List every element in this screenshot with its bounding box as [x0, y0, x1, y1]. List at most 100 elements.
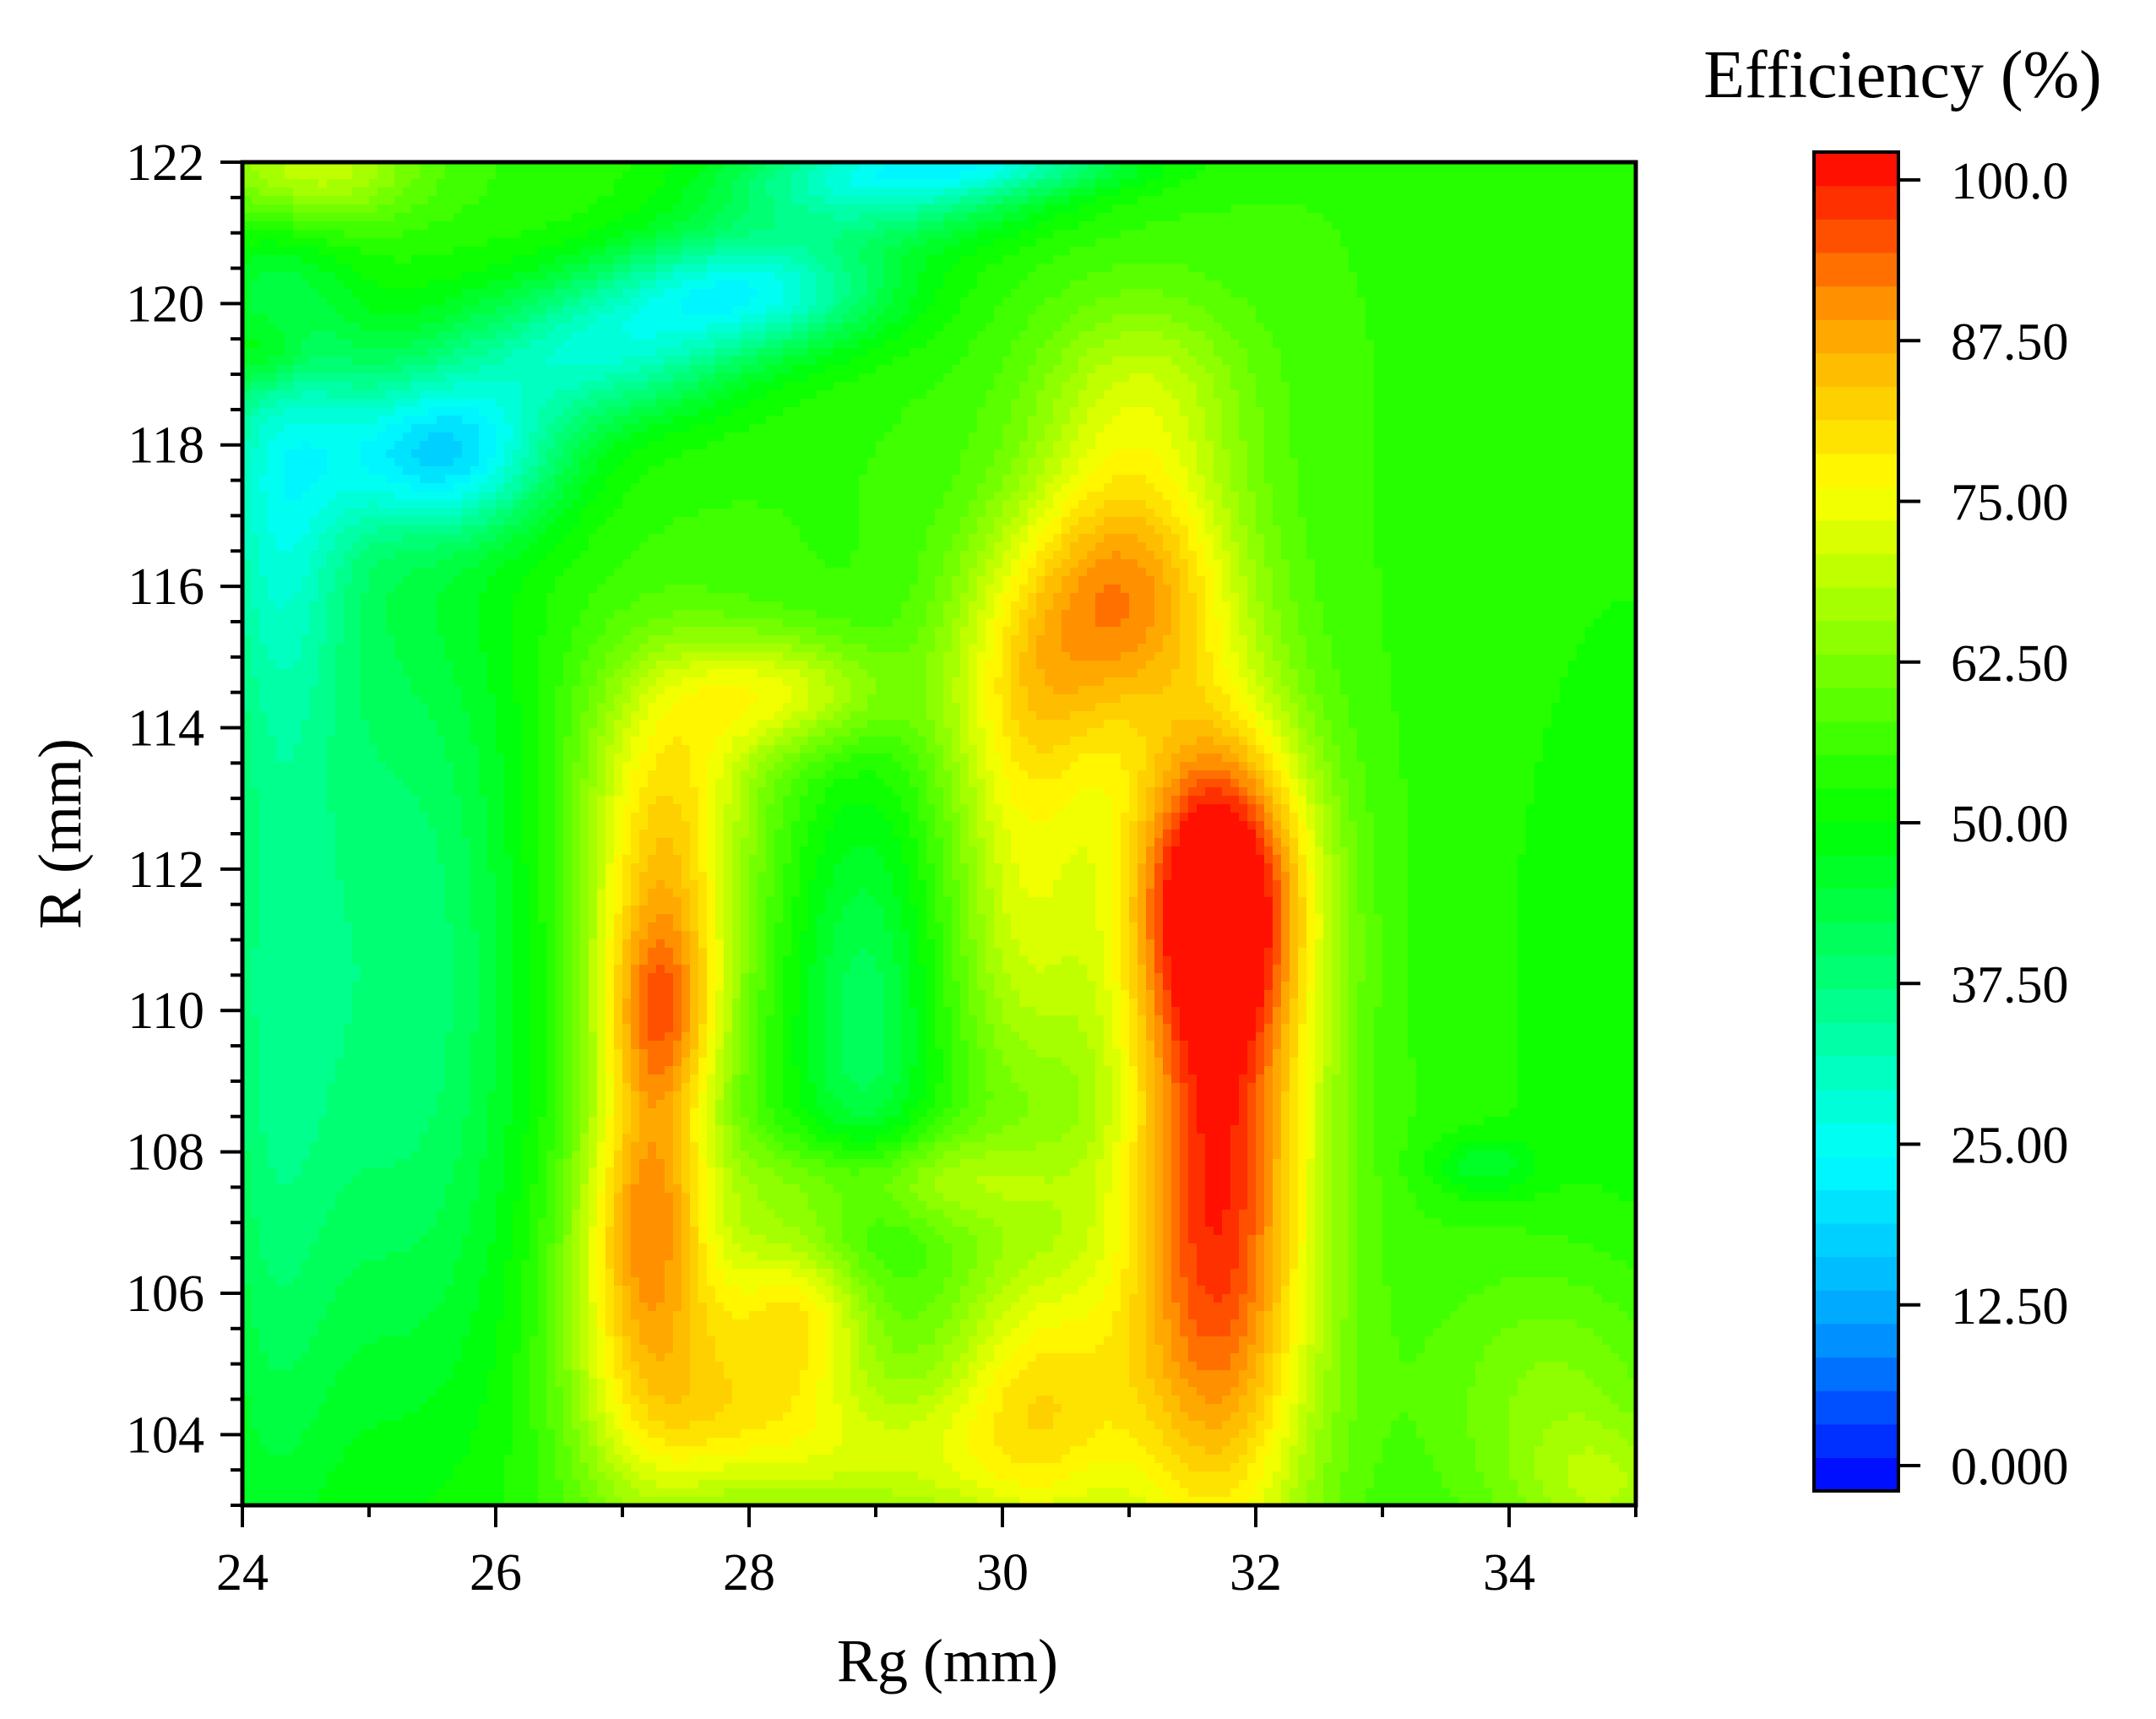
contour-cell	[496, 171, 505, 180]
contour-cell	[428, 356, 437, 366]
contour-cell	[1019, 314, 1029, 324]
contour-cell	[479, 416, 488, 425]
contour-cell	[411, 213, 421, 222]
contour-cell	[1028, 179, 1037, 188]
contour-cell	[1104, 255, 1113, 264]
contour-cell	[1560, 407, 1569, 416]
contour-cell	[369, 382, 378, 391]
contour-cell	[1518, 297, 1527, 307]
contour-cell	[682, 272, 691, 281]
contour-cell	[969, 340, 978, 349]
contour-cell	[1306, 289, 1316, 298]
contour-cell	[960, 238, 969, 248]
contour-cell	[1560, 297, 1569, 307]
contour-cell	[1002, 264, 1012, 273]
contour-cell	[1298, 407, 1307, 416]
contour-cell	[259, 289, 269, 298]
contour-cell	[335, 188, 345, 197]
contour-cell	[1264, 289, 1274, 298]
contour-cell	[428, 331, 437, 340]
contour-cell	[394, 264, 404, 273]
contour-cell	[335, 340, 345, 349]
contour-cell	[1534, 399, 1544, 408]
contour-cell	[1534, 171, 1544, 180]
contour-cell	[1315, 348, 1324, 357]
contour-cell	[1146, 255, 1155, 264]
contour-cell	[606, 289, 615, 298]
contour-cell	[707, 196, 716, 205]
contour-cell	[631, 179, 640, 188]
contour-cell	[1568, 390, 1578, 400]
contour-cell	[1518, 323, 1527, 332]
contour-cell	[631, 382, 640, 391]
contour-cell	[572, 204, 581, 214]
contour-cell	[1214, 399, 1223, 408]
contour-cell	[1315, 340, 1324, 349]
contour-cell	[1053, 399, 1062, 408]
contour-cell	[1078, 196, 1088, 205]
contour-cell	[1188, 399, 1197, 408]
contour-cell	[1416, 348, 1426, 357]
contour-cell	[369, 399, 378, 408]
contour-cell	[487, 416, 497, 425]
contour-cell	[479, 382, 488, 391]
contour-cell	[749, 365, 758, 374]
contour-cell	[1425, 382, 1434, 391]
contour-cell	[1078, 399, 1088, 408]
contour-cell	[1366, 204, 1375, 214]
contour-cell	[1298, 306, 1307, 315]
contour-cell	[1509, 314, 1518, 324]
contour-cell	[859, 264, 868, 273]
contour-cell	[479, 272, 488, 281]
contour-cell	[631, 247, 640, 256]
contour-cell	[259, 373, 269, 383]
contour-cell	[344, 289, 353, 298]
contour-cell	[1095, 314, 1105, 324]
contour-cell	[656, 264, 665, 273]
contour-cell	[1146, 196, 1155, 205]
contour-cell	[1526, 373, 1535, 383]
contour-cell	[1281, 230, 1290, 239]
contour-cell	[1214, 171, 1223, 180]
contour-cell	[445, 348, 454, 357]
contour-cell	[1374, 221, 1383, 231]
contour-cell	[1112, 255, 1121, 264]
contour-cell	[310, 280, 319, 290]
contour-cell	[1281, 272, 1290, 281]
contour-cell	[301, 390, 311, 400]
contour-cell	[1518, 399, 1527, 408]
contour-cell	[572, 373, 581, 383]
contour-cell	[1011, 247, 1020, 256]
contour-cell	[1011, 306, 1020, 315]
contour-cell	[276, 179, 285, 188]
contour-cell	[1028, 204, 1037, 214]
contour-cell	[1509, 306, 1518, 315]
contour-cell	[758, 255, 767, 264]
contour-cell	[943, 356, 953, 366]
contour-cell	[1045, 247, 1054, 256]
contour-cell	[1366, 171, 1375, 180]
contour-cell	[774, 373, 784, 383]
contour-cell	[1180, 247, 1189, 256]
contour-cell	[1129, 255, 1138, 264]
contour-cell	[1619, 390, 1628, 400]
contour-cell	[648, 382, 657, 391]
contour-cell	[1078, 373, 1088, 383]
contour-cell	[589, 382, 598, 391]
contour-cell	[1391, 196, 1400, 205]
contour-cell	[369, 373, 378, 383]
contour-cell	[462, 323, 471, 332]
contour-cell	[1509, 204, 1518, 214]
contour-cell	[1340, 221, 1350, 231]
contour-cell	[242, 289, 252, 298]
contour-cell	[656, 340, 665, 349]
contour-cell	[783, 297, 792, 307]
contour-cell	[1104, 196, 1113, 205]
contour-cell	[901, 382, 910, 391]
contour-cell	[369, 390, 378, 400]
contour-cell	[1239, 331, 1248, 340]
contour-cell	[1264, 171, 1274, 180]
contour-cell	[1492, 179, 1502, 188]
contour-cell	[1602, 196, 1611, 205]
contour-cell	[1171, 162, 1181, 171]
